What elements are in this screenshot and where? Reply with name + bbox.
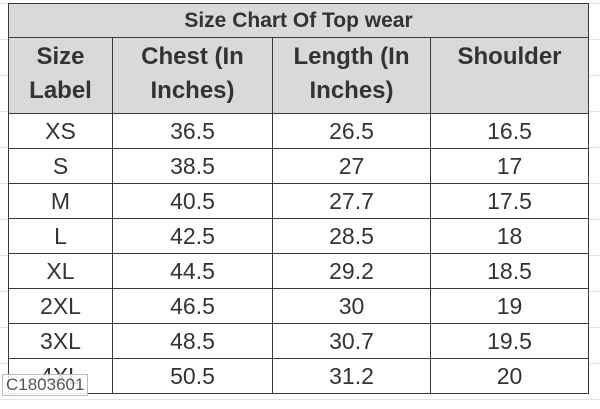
table-cell: 36.5 xyxy=(112,113,273,149)
table-cell: M xyxy=(8,183,113,219)
header-cell: Size Label xyxy=(8,37,113,114)
table-row: 2XL 46.5 30 19 xyxy=(8,288,590,324)
table-title: Size Chart Of Top wear xyxy=(7,3,590,38)
table-row: M 40.5 27.7 17.5 xyxy=(8,183,590,219)
table-cell: 2XL xyxy=(8,288,113,324)
table-cell: 31.2 xyxy=(272,358,431,394)
table-cell: 18.5 xyxy=(429,253,590,289)
table-cell: 26.5 xyxy=(272,113,431,149)
header-cell: Chest (In Inches) xyxy=(112,37,273,114)
table-row: XL 44.5 29.2 18.5 xyxy=(8,253,590,289)
table-cell: 18 xyxy=(429,218,590,254)
watermark: C1803601 xyxy=(2,374,89,396)
table-cell: XL xyxy=(8,253,113,289)
table-cell: 40.5 xyxy=(112,183,273,219)
table-cell: 16.5 xyxy=(429,113,590,149)
table-cell: 50.5 xyxy=(112,358,273,394)
table-cell: 27.7 xyxy=(272,183,431,219)
header-row: Size Label Chest (In Inches) Length (In In… xyxy=(8,37,590,114)
table-cell: 19 xyxy=(429,288,590,324)
table-cell: 17.5 xyxy=(429,183,590,219)
table-cell: 19.5 xyxy=(429,323,590,359)
table-row: S 38.5 27 17 xyxy=(8,148,590,184)
table-cell: 48.5 xyxy=(112,323,273,359)
size-table: Size Chart Of Top wear Size Label Chest (… xyxy=(7,3,590,394)
table-cell: 28.5 xyxy=(272,218,431,254)
table-cell: 20 xyxy=(429,358,590,394)
table-row: 3XL 48.5 30.7 19.5 xyxy=(8,323,590,359)
table-cell: 3XL xyxy=(8,323,113,359)
table-cell: L xyxy=(8,218,113,254)
table-body: XS 36.5 26.5 16.5 S 38.5 27 17 M 40.5 27.7 17.5 L 42.… xyxy=(8,113,590,394)
table-row: L 42.5 28.5 18 xyxy=(8,218,590,254)
table-row: 4XL50.531.220 xyxy=(8,358,590,394)
table-cell: 27 xyxy=(272,148,431,184)
table-cell: 17 xyxy=(429,148,590,184)
header-cell: Shoulder xyxy=(429,37,590,114)
table-cell: 30.7 xyxy=(272,323,431,359)
table-cell: 46.5 xyxy=(112,288,273,324)
table-cell: XS xyxy=(8,113,113,149)
table-cell: 42.5 xyxy=(112,218,273,254)
table-cell: 29.2 xyxy=(272,253,431,289)
table-row: XS 36.5 26.5 16.5 xyxy=(8,113,590,149)
header-cell: Length (In Inches) xyxy=(272,37,431,114)
table-cell: 30 xyxy=(272,288,431,324)
table-cell: 38.5 xyxy=(112,148,273,184)
table-cell: 44.5 xyxy=(112,253,273,289)
table-cell: S xyxy=(8,148,113,184)
